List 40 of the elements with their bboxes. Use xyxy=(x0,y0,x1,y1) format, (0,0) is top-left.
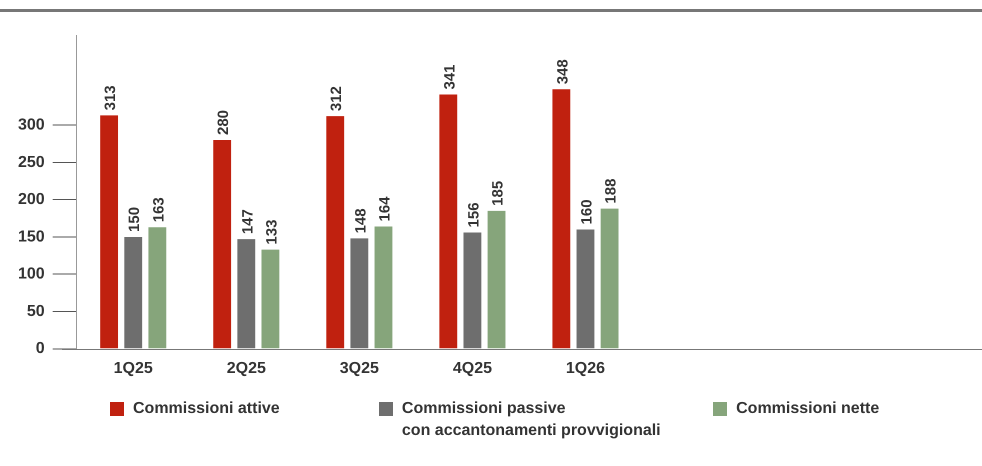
y-tick-label: 0 xyxy=(36,340,45,358)
data-label: 185 xyxy=(490,180,507,206)
bar xyxy=(439,94,458,348)
bar xyxy=(374,226,392,348)
data-label: 147 xyxy=(239,209,256,234)
data-label: 313 xyxy=(102,85,120,110)
bar xyxy=(213,140,232,348)
data-label: 163 xyxy=(150,197,168,222)
y-tick-label: 250 xyxy=(18,154,45,171)
bar xyxy=(488,210,506,348)
legend-label: Commissioni attive xyxy=(133,399,280,419)
legend-label: Commissioni nette xyxy=(736,399,880,419)
bar xyxy=(148,227,166,348)
bar xyxy=(326,116,344,348)
bar xyxy=(261,250,280,348)
x-tick-label: 3Q25 xyxy=(340,360,380,377)
data-label: 312 xyxy=(328,86,346,112)
data-label: 156 xyxy=(465,202,482,228)
data-label: 280 xyxy=(215,110,232,135)
data-label: 133 xyxy=(263,220,280,245)
x-tick-label: 4Q25 xyxy=(452,360,492,377)
data-label: 348 xyxy=(554,59,572,84)
bar xyxy=(100,115,118,348)
data-label: 148 xyxy=(352,208,370,234)
x-tick-label: 1Q26 xyxy=(566,360,606,377)
bar xyxy=(600,208,619,348)
x-tick-label: 1Q25 xyxy=(114,360,153,377)
x-tick-label: 2Q25 xyxy=(226,360,266,377)
y-tick-label: 200 xyxy=(18,191,45,208)
y-tick-label: 50 xyxy=(26,302,45,320)
data-label: 164 xyxy=(376,196,394,222)
data-label: 341 xyxy=(441,64,458,90)
data-label: 160 xyxy=(578,199,596,224)
legend-label: Commissioni passive con accantonamenti provvigionali xyxy=(402,399,661,441)
y-tick-label: 150 xyxy=(18,228,45,246)
bar xyxy=(552,89,570,348)
y-tick-label: 300 xyxy=(18,116,45,134)
y-tick-label: 100 xyxy=(18,266,45,283)
data-label: 188 xyxy=(602,178,620,204)
data-label: 150 xyxy=(126,206,144,232)
